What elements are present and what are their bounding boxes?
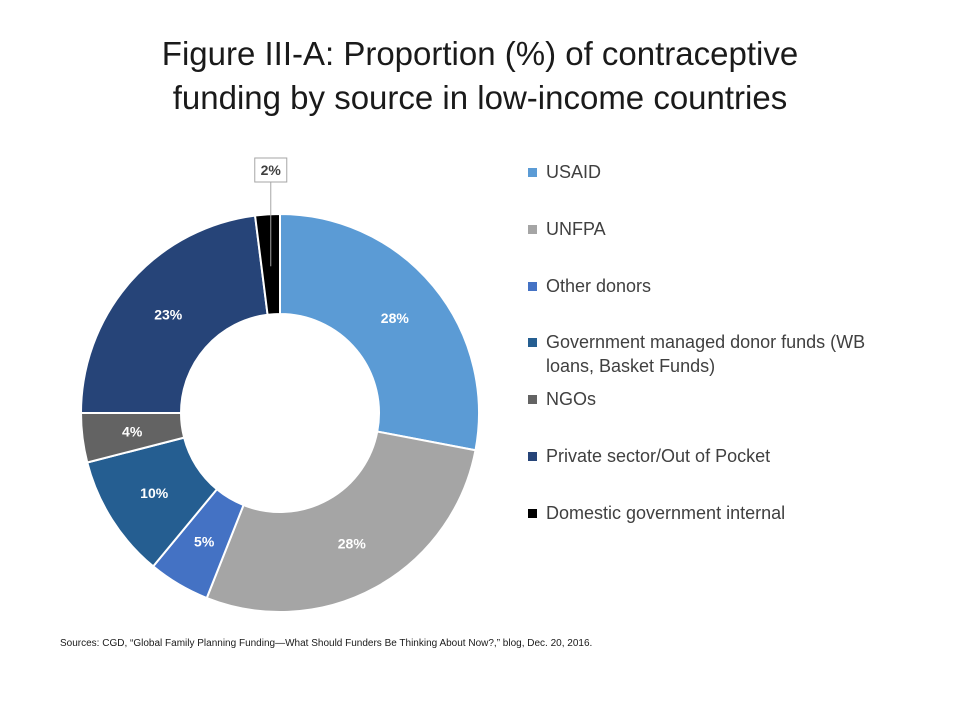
donut-slice <box>79 214 269 414</box>
donut-slice <box>253 212 281 316</box>
legend-swatch <box>528 168 537 177</box>
legend-swatch <box>528 395 537 404</box>
data-label: 23% <box>154 306 183 322</box>
callout-box <box>254 157 288 183</box>
legend-swatch <box>528 225 537 234</box>
chart-title: Figure III-A: Proportion (%) of contrace… <box>0 32 960 120</box>
legend-label: USAID <box>546 162 602 182</box>
donut-slice <box>205 430 477 613</box>
source-note: Sources: CGD, “Global Family Planning Fu… <box>60 638 593 649</box>
legend-item: Private sector/Out of Pocket <box>528 444 906 468</box>
legend-item: Government managed donor funds (WB loans… <box>528 330 906 378</box>
legend-item: UNFPA <box>528 217 906 241</box>
donut-slice <box>279 212 480 452</box>
legend-swatch <box>528 452 537 461</box>
legend-label: Government managed donor funds (WB loans… <box>546 332 866 376</box>
data-label: 10% <box>140 485 169 501</box>
legend-label: Private sector/Out of Pocket <box>546 446 771 466</box>
legend-item: Other donors <box>528 274 906 298</box>
legend-swatch <box>528 338 537 347</box>
legend-label: Domestic government internal <box>546 503 786 523</box>
legend-label: NGOs <box>546 389 597 409</box>
legend-item: USAID <box>528 160 906 184</box>
chart-title-line-2: funding by source in low-income countrie… <box>172 79 788 116</box>
legend-label: Other donors <box>546 276 652 296</box>
legend-swatch <box>528 509 537 518</box>
data-label: 2% <box>261 162 282 178</box>
legend-item: Domestic government internal <box>528 501 906 525</box>
data-label: 28% <box>381 310 410 326</box>
data-label: 4% <box>122 424 143 440</box>
chart-title-line-1: Figure III-A: Proportion (%) of contrace… <box>161 35 799 72</box>
legend-label: UNFPA <box>546 219 606 239</box>
data-label: 5% <box>194 533 215 549</box>
legend-item: NGOs <box>528 387 906 411</box>
legend-swatch <box>528 282 537 291</box>
data-label: 28% <box>338 536 367 552</box>
